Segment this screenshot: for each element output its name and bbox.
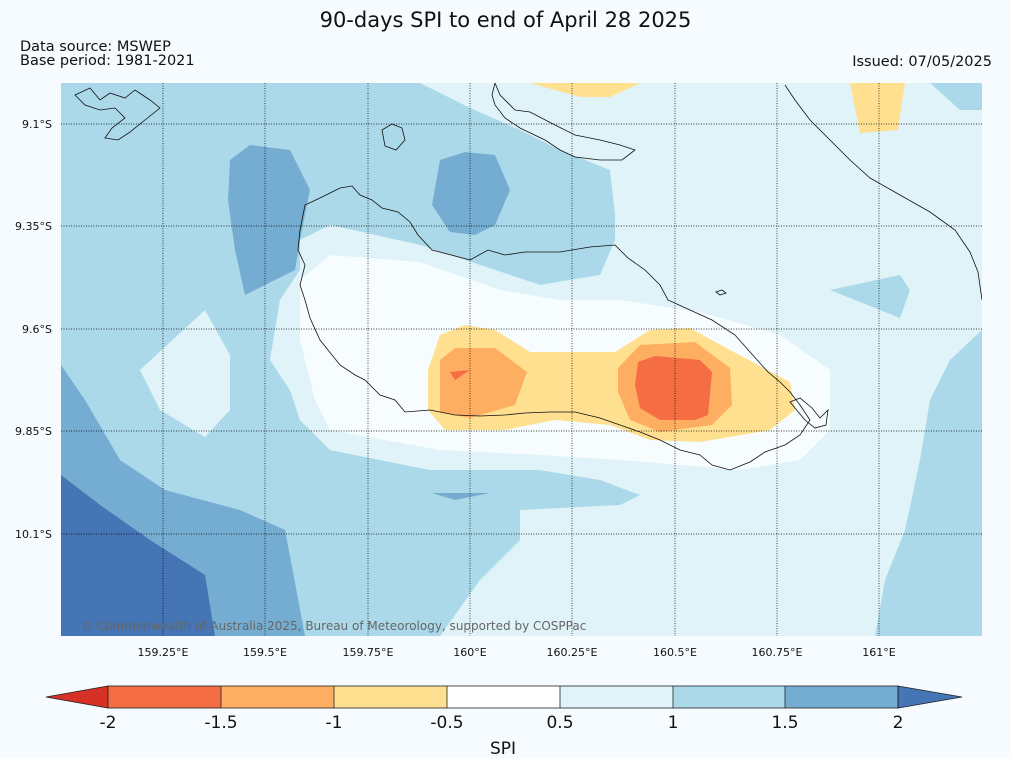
colorbar-segment [334, 686, 447, 708]
colorbar-segment [221, 686, 334, 708]
colorbar-tick-label: 0.5 [546, 713, 573, 733]
colorbar-tick-label: 1 [668, 713, 679, 733]
colorbar-segment [447, 686, 560, 708]
lon-label: 160.5°E [653, 646, 697, 659]
lat-label: 9.1°S [22, 118, 52, 131]
colorbar-tick-label: -1.5 [204, 713, 237, 733]
spi-map: 9.1°S 9.35°S 9.6°S 9.85°S 10.1°S 159.25°… [0, 0, 1011, 665]
lon-label: 160.25°E [547, 646, 598, 659]
longitude-labels: 159.25°E 159.5°E 159.75°E 160°E 160.25°E… [138, 646, 896, 659]
latitude-labels: 9.1°S 9.35°S 9.6°S 9.85°S 10.1°S [15, 118, 52, 541]
colorbar-tick-label: -0.5 [430, 713, 463, 733]
lon-label: 159.5°E [243, 646, 287, 659]
lon-label: 161°E [862, 646, 895, 659]
colorbar-segment [560, 686, 673, 708]
colorbar-segment [673, 686, 785, 708]
lon-label: 160.75°E [752, 646, 803, 659]
colorbar-tick-label: 2 [893, 713, 904, 733]
colorbar-title: SPI [490, 739, 516, 758]
colorbar-tick-label: -1 [326, 713, 343, 733]
lon-label: 160°E [453, 646, 486, 659]
lon-label: 159.75°E [343, 646, 394, 659]
colorbar: -2 -1.5 -1 -0.5 0.5 1 1.5 2 SPI [0, 676, 1011, 758]
contour-m15-m2-east [635, 356, 712, 420]
copyright-notice: © Commonwealth of Australia 2025, Bureau… [81, 619, 586, 633]
colorbar-segment [785, 686, 898, 708]
lat-label: 9.35°S [15, 220, 52, 233]
colorbar-extend-high [898, 686, 962, 708]
colorbar-tick-label: 1.5 [771, 713, 798, 733]
lat-label: 9.85°S [15, 425, 52, 438]
lat-label: 10.1°S [15, 528, 52, 541]
colorbar-segment [108, 686, 221, 708]
colorbar-tick-label: -2 [100, 713, 117, 733]
colorbar-extend-low [46, 686, 108, 708]
lat-label: 9.6°S [22, 323, 52, 336]
lon-label: 159.25°E [138, 646, 189, 659]
spi-contours [61, 83, 982, 636]
